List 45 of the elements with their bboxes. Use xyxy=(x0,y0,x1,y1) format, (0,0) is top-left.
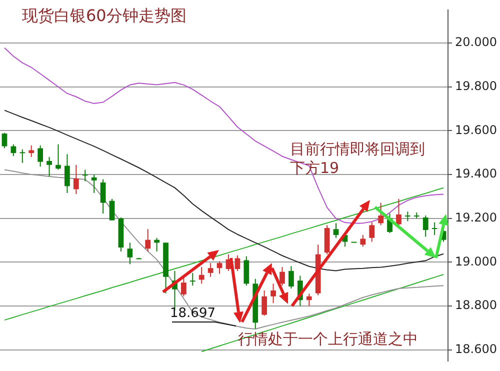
candlestick xyxy=(64,154,70,194)
candlestick xyxy=(262,290,268,316)
candlestick xyxy=(288,266,294,289)
chart-title: 现货白银60分钟走势图 xyxy=(22,6,186,27)
candlestick xyxy=(208,262,214,278)
candlestick xyxy=(378,202,384,226)
candlestick xyxy=(145,228,151,252)
candlestick xyxy=(422,215,428,238)
candlestick xyxy=(396,198,402,228)
y-tick-label: 20.000 xyxy=(455,35,498,50)
candlestick xyxy=(154,237,160,252)
candlestick xyxy=(73,164,79,195)
candlestick xyxy=(180,276,186,297)
y-tick-label: 19.400 xyxy=(455,166,498,181)
y-tick-label: 19.000 xyxy=(455,254,498,268)
candlestick xyxy=(38,144,44,168)
y-tick-label: 19.600 xyxy=(455,122,498,137)
candlestick xyxy=(91,174,97,194)
candlestick xyxy=(306,293,312,307)
candlestick xyxy=(20,148,26,164)
candlestick xyxy=(2,132,8,149)
candlestick xyxy=(405,211,410,222)
annotation: 18.697 xyxy=(170,305,216,323)
candlestick xyxy=(234,254,240,272)
candlestick xyxy=(333,222,339,238)
candlestick xyxy=(244,256,250,286)
candlestick xyxy=(100,178,106,214)
candlestick xyxy=(46,156,52,178)
candlestick xyxy=(270,283,276,304)
candlestick xyxy=(198,266,204,284)
candlestick xyxy=(280,266,285,286)
y-tick-label: 19.200 xyxy=(455,210,498,224)
y-tick-label: 18.800 xyxy=(455,298,498,312)
candlestick xyxy=(190,272,196,286)
candlestick xyxy=(56,144,61,170)
candlestick xyxy=(369,222,375,242)
candlestick xyxy=(127,242,133,265)
candlestick xyxy=(82,169,88,182)
y-tick-label: 19.800 xyxy=(455,79,498,94)
candlestick xyxy=(360,234,366,248)
y-tick-label: 18.600 xyxy=(455,342,498,356)
candlestick xyxy=(109,198,115,221)
candlestick xyxy=(28,144,34,158)
candlestick xyxy=(216,260,222,274)
candlestick xyxy=(432,222,438,236)
